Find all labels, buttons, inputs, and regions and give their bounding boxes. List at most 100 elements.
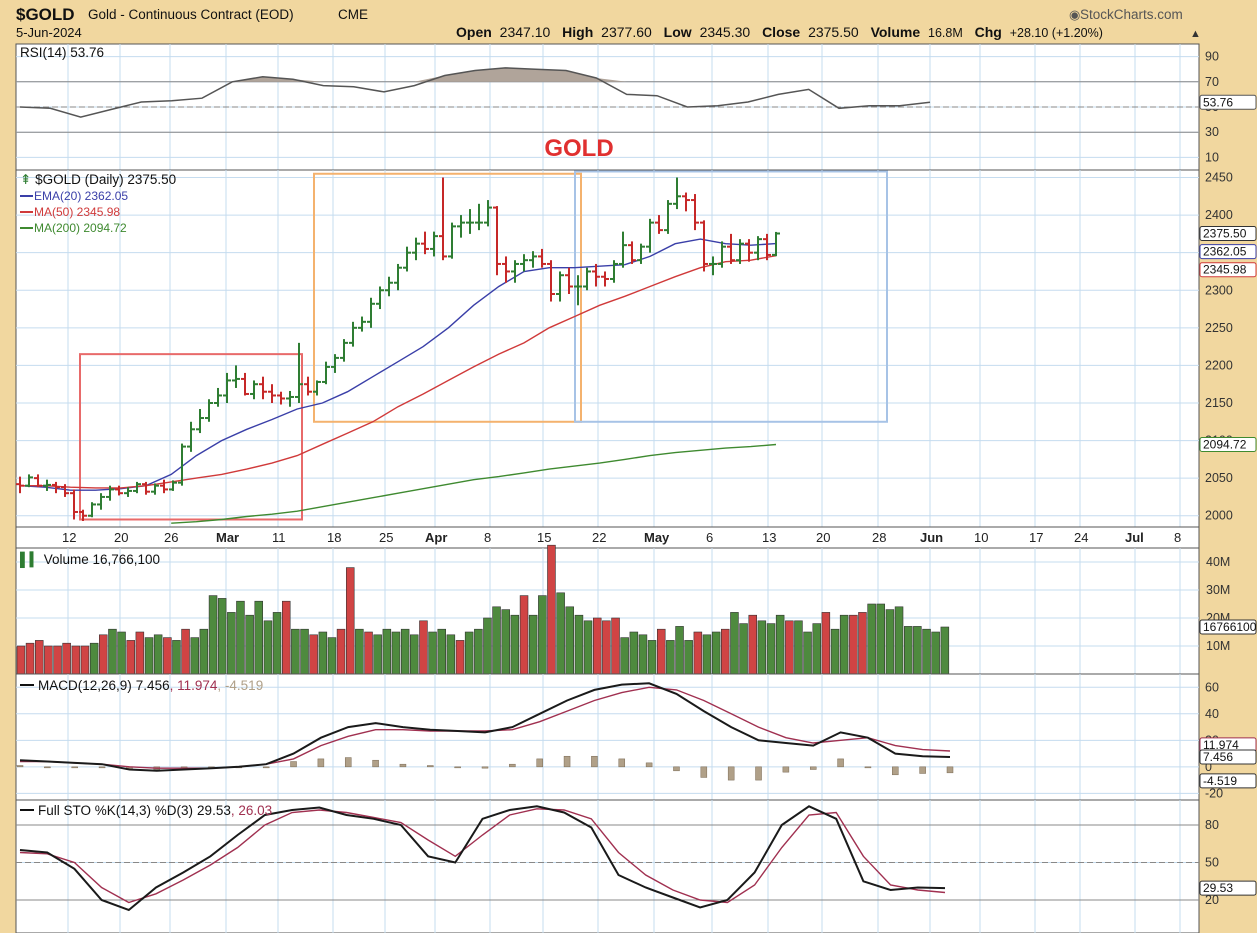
- volume-bar: [757, 620, 767, 675]
- price-close-value-tag: 2375.50: [1199, 226, 1257, 242]
- price-close-tag-text: 2375.50: [1203, 227, 1247, 241]
- volume-bar: [492, 606, 501, 675]
- date-tick-label: 22: [592, 530, 606, 545]
- price-bar: [511, 260, 519, 283]
- annotation-box-1: [313, 172, 582, 423]
- date-tick-label: Jul: [1125, 530, 1144, 545]
- price-bar: [79, 509, 87, 521]
- rsi-tick-label: 30: [1205, 125, 1219, 139]
- macd-histogram-bar: [645, 762, 653, 768]
- macd-histogram-bar: [98, 766, 106, 769]
- volume-bar: [99, 634, 108, 675]
- ma200-legend-label: MA(200) 2094.72: [34, 221, 127, 235]
- symbol-text: $GOLD: [16, 5, 75, 24]
- volume-bar: [794, 620, 803, 675]
- volume-bar: [355, 628, 364, 675]
- price-bar: [394, 263, 402, 291]
- close-value: 2375.50: [808, 24, 859, 40]
- volume-bar: [382, 628, 392, 675]
- volume-bar: [89, 642, 99, 675]
- annotation-box-2: [574, 170, 888, 423]
- price-bar: [277, 391, 285, 405]
- volume-bar: [620, 637, 629, 675]
- volume-bar: [656, 628, 666, 675]
- date-tick-label: 8: [1174, 530, 1181, 545]
- price-bar: [250, 380, 258, 400]
- volume-bar: [602, 620, 611, 675]
- macd-panel: [15, 673, 1200, 801]
- price-bar: [376, 286, 384, 310]
- collapse-caret-icon[interactable]: ▲: [1190, 28, 1201, 40]
- price-bar: [736, 239, 744, 264]
- macd-histogram-bar: [809, 766, 817, 770]
- volume-bar: [885, 609, 895, 675]
- volume-bar: [199, 628, 209, 675]
- volume-bar: [931, 631, 940, 675]
- macd-signal-tag-text: 11.974: [1203, 738, 1239, 752]
- price-bar: [421, 231, 429, 255]
- volume-bar: [666, 640, 675, 675]
- brand-text[interactable]: StockCharts.com: [1080, 7, 1183, 22]
- date-tick-label: 24: [1074, 530, 1088, 545]
- volume-bar: [565, 606, 574, 675]
- macd-histogram-bar: [290, 761, 297, 768]
- macd-title: MACD(12,26,9) 7.456, 11.974, -4.519: [20, 678, 263, 693]
- date-text: 5-Jun-2024: [16, 25, 82, 40]
- date-tick-label: 25: [379, 530, 393, 545]
- volume-bar: [345, 567, 355, 675]
- price-bar: [241, 372, 249, 396]
- volume-bar: [309, 634, 318, 675]
- price-bar: [655, 215, 663, 234]
- date-tick-label: 8: [484, 530, 491, 545]
- chg-label: Chg: [975, 24, 1002, 40]
- volume-bar: [766, 623, 776, 675]
- macd-tick-label: 60: [1205, 680, 1219, 694]
- volume-bar: [117, 631, 126, 675]
- chg-value: +28.10 (+1.20%): [1010, 26, 1103, 40]
- macd-histogram-bar: [727, 766, 735, 781]
- volume-bar: [675, 626, 684, 675]
- price-bar: [196, 409, 204, 434]
- price-bar: [466, 209, 474, 234]
- price-bar: [430, 231, 438, 257]
- price-bar: [70, 489, 78, 520]
- volume-bar: [894, 606, 904, 675]
- macd-histogram-bar: [399, 763, 407, 768]
- ma200-tag-box: [1199, 437, 1257, 453]
- sto-d-line: [19, 808, 946, 904]
- volume-bar: [236, 600, 245, 675]
- sto-tick-label: 20: [1205, 893, 1219, 907]
- volume-tag-box: [1199, 619, 1257, 635]
- macd-histogram-bar: [755, 766, 762, 781]
- volume-bar: [181, 628, 190, 675]
- macd-hist-value: , -4.519: [217, 678, 263, 693]
- date-tick-label: 6: [706, 530, 713, 545]
- date-tick-label: Mar: [216, 530, 239, 545]
- rsi-title: RSI(14) 53.76: [20, 45, 104, 60]
- open-value: 2347.10: [500, 24, 551, 40]
- price-bar: [763, 233, 771, 261]
- price-tick-label: 2250: [1205, 321, 1233, 335]
- macd-histogram-bar: [262, 766, 270, 769]
- macd-histogram-bar: [700, 766, 708, 778]
- macd-tag-box: [1199, 749, 1257, 765]
- price-bar: [385, 276, 393, 297]
- volume-bar: [44, 645, 53, 675]
- macd-histogram-bar: [71, 766, 78, 769]
- volume-bar: [428, 631, 437, 675]
- volume-bar: [163, 637, 172, 675]
- volume-bar: [538, 595, 547, 675]
- price-bar: [520, 254, 528, 272]
- volume-bar: [483, 617, 492, 675]
- volume-bar: [62, 642, 71, 675]
- price-bar: [358, 316, 366, 332]
- macd-histogram-bar: [618, 758, 626, 768]
- price-tick-label: 2300: [1205, 283, 1233, 297]
- volume-bar: [153, 634, 163, 675]
- macd-signal-value: , 11.974: [170, 678, 218, 693]
- volume-title: ▌▍ Volume 16,766,100: [20, 550, 160, 569]
- volume-bar: [364, 631, 373, 675]
- volume-value: 16.8M: [928, 26, 963, 40]
- rsi-tick-label: 90: [1205, 50, 1219, 64]
- rsi-tick-label: 70: [1205, 75, 1219, 89]
